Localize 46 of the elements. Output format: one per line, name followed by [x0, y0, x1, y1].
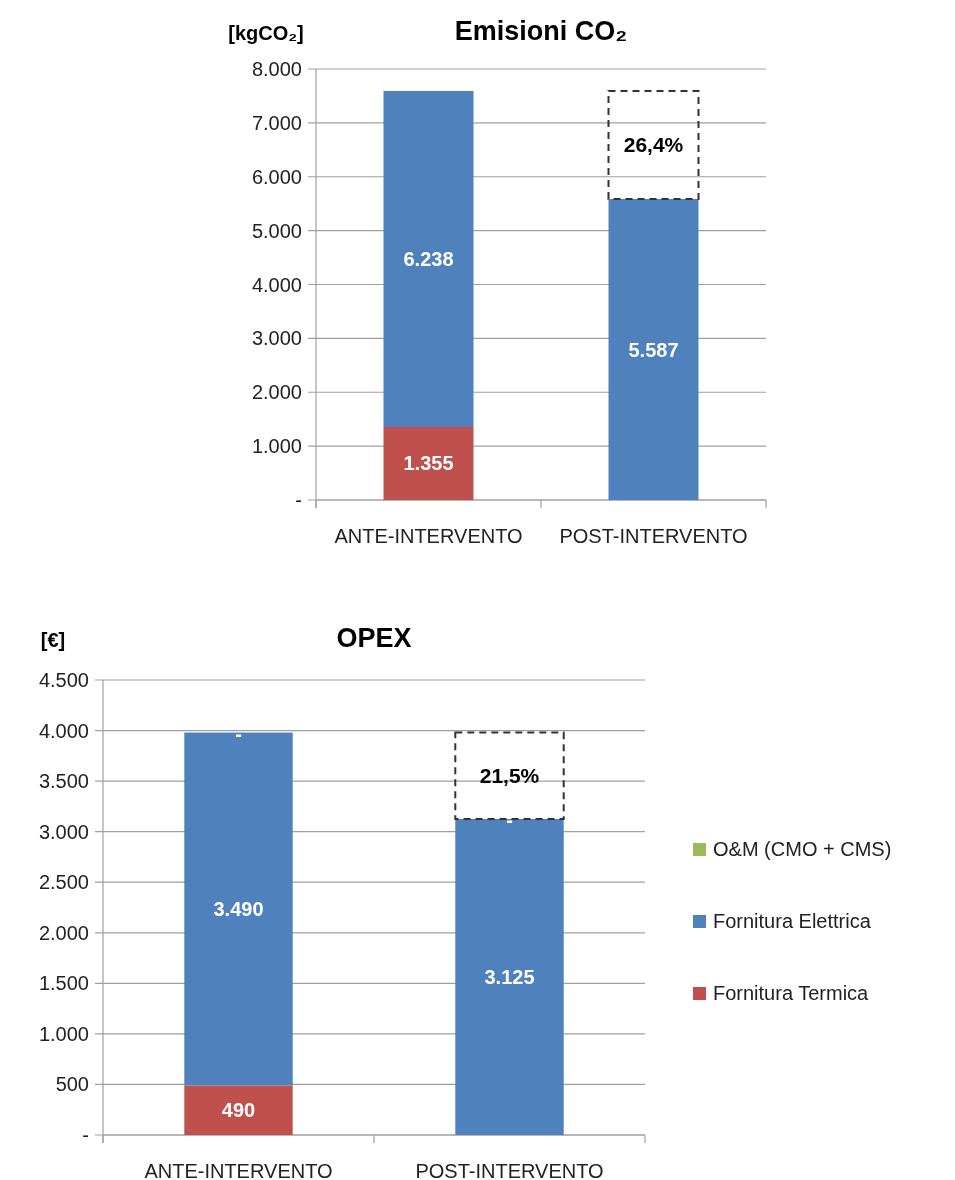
y-tick-label: - [295, 489, 302, 511]
y-axis-title: [€] [40, 629, 66, 651]
y-tick-label: 500 [55, 1073, 89, 1096]
bar [383, 427, 474, 500]
bar [455, 819, 564, 1135]
bar [383, 90, 474, 427]
legend-label: Fornitura Termica [713, 982, 870, 1004]
legend-label: O&M (CMO + CMS) [713, 838, 892, 860]
chart-title: OPEX [336, 623, 412, 653]
bar [184, 1085, 293, 1135]
y-axis-title: [kgCO₂] [228, 22, 304, 44]
y-tick-label: 6.000 [251, 165, 302, 188]
data-label: 3.125 [484, 966, 535, 989]
y-tick-label: 1.000 [38, 1022, 89, 1045]
y-tick-label: 3.000 [38, 820, 89, 843]
bar [608, 199, 699, 500]
data-label: - [506, 809, 513, 832]
x-tick-label: POST-INTERVENTO [415, 1160, 604, 1180]
data-label: 5.587 [628, 338, 679, 361]
y-tick-label: 5.000 [251, 219, 302, 242]
y-tick-label: 1.500 [38, 972, 89, 995]
y-tick-label: 3.000 [251, 327, 302, 350]
y-tick-label: - [82, 1124, 89, 1146]
x-tick-label: POST-INTERVENTO [559, 525, 748, 547]
data-label: 3.490 [213, 898, 264, 921]
data-label: 490 [221, 1099, 256, 1122]
y-tick-label: 1.000 [251, 435, 302, 458]
y-tick-label: 2.000 [251, 381, 302, 404]
data-label: 6.238 [403, 247, 454, 270]
annotation: 21,5% [479, 763, 540, 787]
chart-title: Emisioni CO₂ [454, 16, 628, 46]
data-label: 1.355 [403, 452, 454, 475]
y-tick-label: 8.000 [251, 58, 302, 80]
x-tick-label: ANTE-INTERVENTO [144, 1160, 333, 1180]
y-tick-label: 3.500 [38, 770, 89, 793]
bar [184, 732, 293, 1086]
y-tick-label: 7.000 [251, 111, 302, 134]
legend-label: Fornitura Elettrica [713, 910, 872, 932]
annotation: 26,4% [623, 132, 684, 156]
y-tick-label: 4.000 [251, 273, 302, 296]
y-tick-label: 2.000 [38, 921, 89, 944]
data-label: - [235, 722, 242, 745]
x-tick-label: ANTE-INTERVENTO [334, 525, 523, 547]
y-tick-label: 4.500 [38, 669, 89, 691]
y-tick-label: 4.000 [38, 719, 89, 742]
y-tick-label: 2.500 [38, 871, 89, 894]
